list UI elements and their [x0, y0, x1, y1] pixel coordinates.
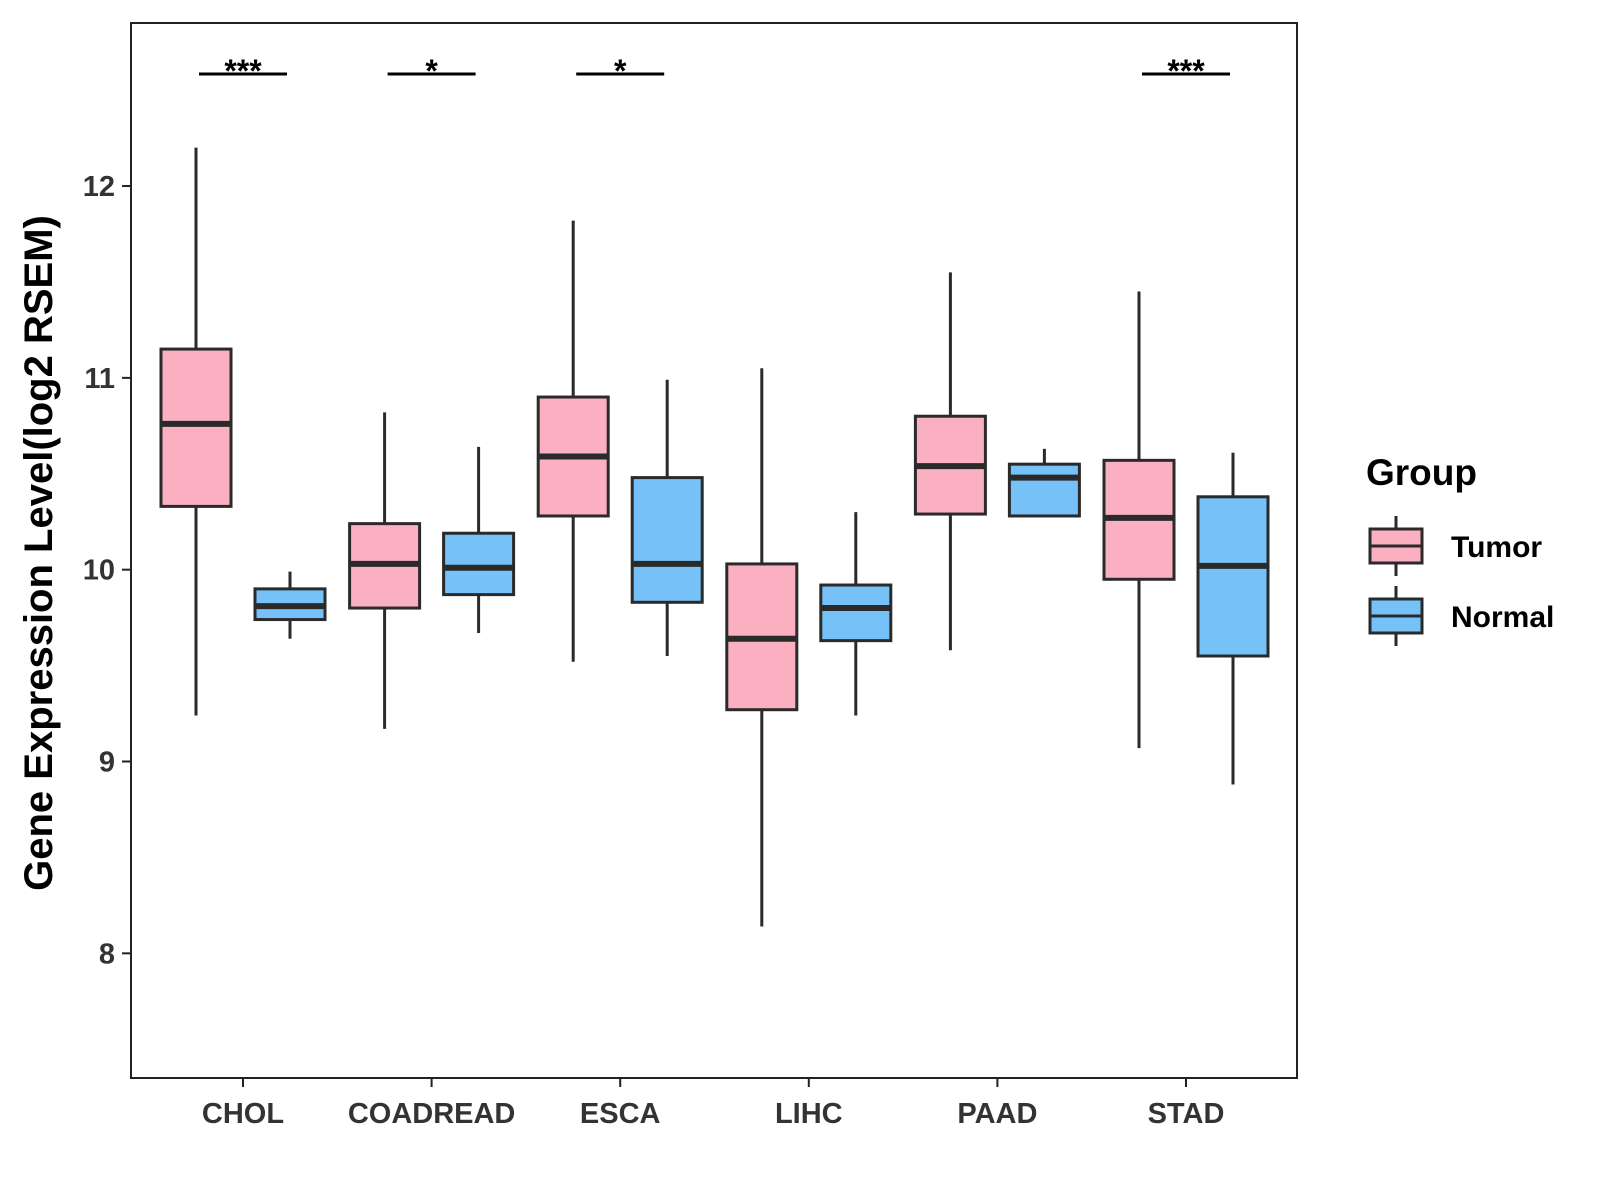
box-body	[442, 531, 516, 597]
significance-label: *	[614, 53, 627, 89]
y-tick-label: 8	[99, 938, 115, 970]
y-tick-label: 9	[99, 747, 115, 779]
box-normal-chol	[253, 571, 327, 639]
legend-label-tumor: Tumor	[1451, 531, 1542, 564]
y-tick-label: 10	[83, 555, 115, 587]
axis-ticks: 8 9 10 11 12 CHOL COADREAD ESCA LIHC PAAD STAD	[83, 171, 1225, 1130]
box-body	[1196, 495, 1270, 658]
box-normal-esca	[630, 379, 704, 656]
significance-label: *	[425, 53, 438, 89]
x-tick-label: STAD	[1148, 1098, 1225, 1130]
box-tumor-stad	[1102, 291, 1176, 749]
box-tumor-coadread	[348, 412, 422, 729]
significance-annotations: *** * * ***	[199, 53, 1230, 89]
box-body	[159, 347, 233, 508]
box-normal-paad	[1007, 448, 1081, 518]
significance-label: ***	[224, 53, 262, 89]
legend: Group Tumor Normal	[1366, 452, 1554, 646]
box-body	[1007, 462, 1081, 518]
box-normal-lihc	[819, 512, 893, 716]
legend-label-normal: Normal	[1451, 601, 1554, 634]
legend-key-tumor: Tumor	[1368, 516, 1542, 576]
legend-key-normal: Normal	[1368, 586, 1554, 646]
legend-title: Group	[1366, 452, 1477, 493]
box-body	[630, 476, 704, 604]
box-normal-stad	[1196, 452, 1270, 785]
y-tick-label: 12	[83, 171, 115, 203]
box-tumor-esca	[536, 220, 610, 662]
x-tick-label: LIHC	[775, 1098, 843, 1130]
y-axis-label: Gene Expression Level(log2 RSEM)	[17, 215, 61, 891]
box-series	[159, 147, 1270, 927]
y-tick-label: 11	[84, 363, 115, 395]
box-tumor-lihc	[725, 368, 799, 927]
x-tick-label: PAAD	[957, 1098, 1037, 1130]
x-tick-label: CHOL	[202, 1098, 284, 1130]
significance-label: ***	[1167, 53, 1205, 89]
box-tumor-chol	[159, 147, 233, 716]
box-body	[819, 583, 893, 643]
box-tumor-paad	[913, 272, 987, 651]
box-normal-coadread	[442, 446, 516, 633]
x-tick-label: ESCA	[580, 1098, 661, 1130]
x-tick-label: COADREAD	[348, 1098, 516, 1130]
